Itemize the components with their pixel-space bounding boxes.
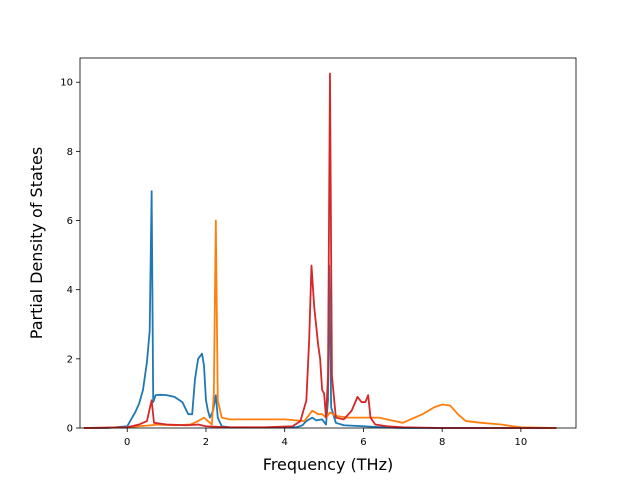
plot-frame <box>79 57 577 429</box>
x-tick-label: 8 <box>439 437 445 448</box>
x-tick-label: 6 <box>360 437 366 448</box>
y-tick-label: 2 <box>67 354 73 365</box>
y-axis-label: Partial Density of States <box>27 147 46 339</box>
x-tick-label: 0 <box>124 437 130 448</box>
y-tick-label: 4 <box>67 285 73 296</box>
y-tick-label: 6 <box>67 216 73 227</box>
y-axis: 0 2 4 6 8 10 <box>60 78 80 435</box>
x-axis-label: Frequency (THz) <box>263 455 393 474</box>
y-tick-label: 8 <box>67 147 73 158</box>
plot-area <box>83 72 557 429</box>
x-axis: 0 2 4 6 8 10 <box>124 428 527 448</box>
y-tick-label: 10 <box>60 78 73 89</box>
x-tick-label: 10 <box>515 437 528 448</box>
series-line-2 <box>83 219 557 429</box>
y-tick-label: 0 <box>67 424 73 435</box>
series-line-3 <box>83 72 557 429</box>
x-tick-label: 4 <box>282 437 288 448</box>
x-tick-label: 2 <box>203 437 209 448</box>
